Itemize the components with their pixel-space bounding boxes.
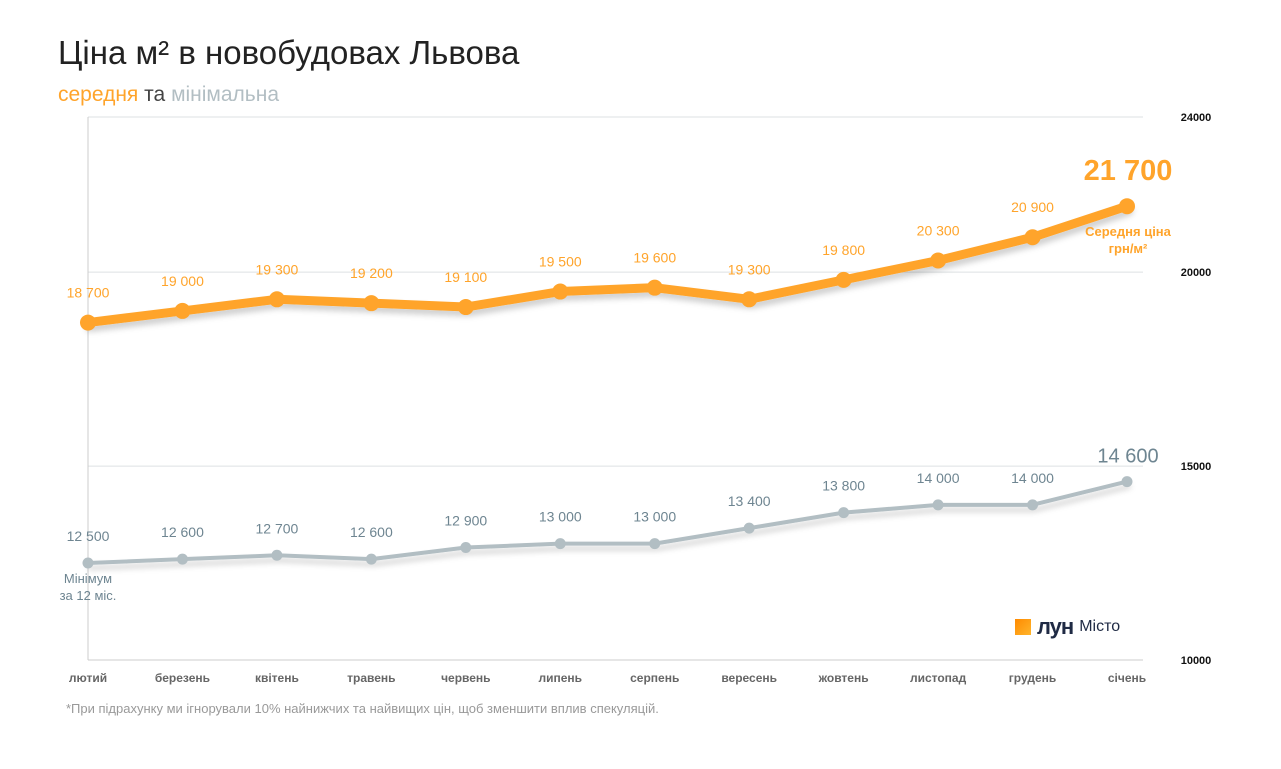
data-point-avg <box>930 252 947 269</box>
x-tick-label: жовтень <box>818 671 869 685</box>
y-tick-label: 24000 <box>1181 112 1212 124</box>
x-tick-label: червень <box>441 671 491 685</box>
data-label-avg: 19 500 <box>539 254 582 270</box>
lun-logo: лун Місто <box>1015 614 1120 640</box>
data-label-avg: 18 700 <box>67 285 110 301</box>
data-label-min: 12 900 <box>444 513 487 529</box>
data-point-min <box>460 542 472 554</box>
x-tick-label: липень <box>538 671 582 685</box>
data-label-min: 13 400 <box>728 493 771 509</box>
data-point-avg <box>80 314 96 331</box>
x-tick-label: грудень <box>1009 671 1056 685</box>
data-label-min: 14 000 <box>1011 470 1054 486</box>
x-tick-label: листопад <box>910 671 967 685</box>
data-label-min: 12 500 <box>67 528 110 544</box>
data-label-avg: 19 100 <box>444 269 487 285</box>
x-tick-label: квітень <box>255 671 299 685</box>
chart-title: Ціна м² в новобудовах Львова <box>58 34 520 71</box>
data-label-min: 14 000 <box>917 470 960 486</box>
data-point-min <box>838 507 850 519</box>
y-tick-label: 15000 <box>1181 461 1212 473</box>
data-label-avg: 19 300 <box>728 261 771 277</box>
data-label-avg: 19 800 <box>822 242 865 258</box>
series-line-min <box>86 479 1129 566</box>
data-label-avg: 20 300 <box>917 223 960 239</box>
x-tick-label: березень <box>155 671 210 685</box>
data-label-min: 12 700 <box>255 520 298 536</box>
x-tick-label: травень <box>347 671 395 685</box>
logo-brand: лун <box>1037 614 1074 639</box>
data-label-avg: 19 300 <box>255 261 298 277</box>
subtitle-and: та <box>144 83 166 106</box>
logo-square-icon <box>1015 619 1031 635</box>
data-label-min: 12 600 <box>161 524 204 540</box>
min-annotation-period: за 12 міс. <box>60 588 117 603</box>
data-point-avg <box>174 302 191 319</box>
chart-subtitle: середня та мінімальна <box>58 83 279 107</box>
data-label-avg: 19 200 <box>350 265 393 281</box>
data-point-avg <box>835 271 852 288</box>
data-label-avg: 21 700 <box>1084 155 1173 187</box>
data-point-avg <box>646 279 663 296</box>
avg-annotation: Середня ціна <box>1085 224 1172 239</box>
data-point-avg <box>363 295 380 312</box>
x-tick-label: вересень <box>721 671 777 685</box>
y-tick-label: 10000 <box>1181 655 1212 667</box>
data-label-avg: 20 900 <box>1011 199 1054 215</box>
data-point-avg <box>457 299 474 316</box>
data-point-min <box>932 499 944 511</box>
data-point-min <box>649 538 661 550</box>
series-line-avg <box>83 201 1132 328</box>
x-tick-label: серпень <box>630 671 679 685</box>
y-tick-label: 20000 <box>1181 267 1212 279</box>
data-label-min: 13 000 <box>633 509 676 525</box>
subtitle-min: мінімальна <box>171 83 280 106</box>
data-label-avg: 19 000 <box>161 273 204 289</box>
logo-sub: Місто <box>1079 618 1121 635</box>
x-tick-label: лютий <box>69 671 107 685</box>
min-annotation: Мінімум <box>64 571 112 586</box>
data-label-min: 13 800 <box>822 478 865 494</box>
data-point-min <box>176 553 188 565</box>
subtitle-avg: середня <box>58 83 139 106</box>
data-point-min <box>82 557 94 569</box>
data-point-min <box>271 549 283 561</box>
data-point-avg <box>552 283 569 300</box>
data-point-min <box>365 553 377 565</box>
data-point-avg <box>1119 198 1135 215</box>
data-point-min <box>1027 499 1039 511</box>
data-point-avg <box>268 291 285 308</box>
data-label-min: 12 600 <box>350 524 393 540</box>
x-tick-label: січень <box>1108 671 1146 685</box>
data-point-avg <box>1024 229 1041 246</box>
data-label-min: 13 000 <box>539 509 582 525</box>
avg-annotation-unit: грн/м² <box>1109 241 1148 256</box>
data-point-avg <box>741 291 758 308</box>
footnote: *При підрахунку ми ігнорували 10% найниж… <box>66 701 659 716</box>
data-point-min <box>743 522 755 534</box>
data-point-min <box>1121 476 1133 488</box>
data-label-min: 14 600 <box>1097 446 1158 468</box>
data-label-avg: 19 600 <box>633 250 676 266</box>
data-point-min <box>554 538 566 550</box>
